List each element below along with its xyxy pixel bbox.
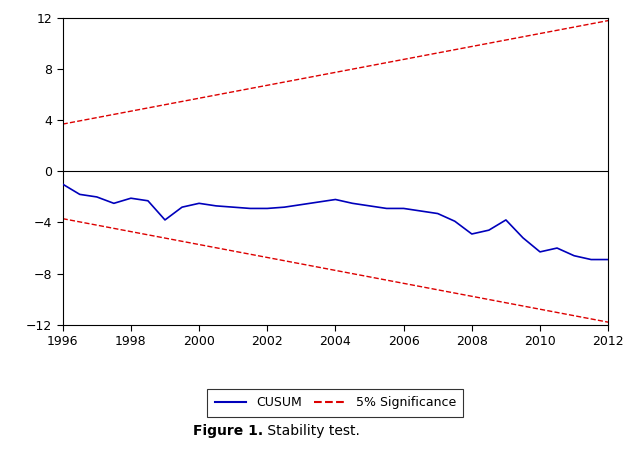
Text: Figure 1.: Figure 1. (193, 423, 263, 438)
Text: Stability test.: Stability test. (263, 423, 361, 438)
Legend: CUSUM, 5% Significance: CUSUM, 5% Significance (208, 389, 463, 417)
